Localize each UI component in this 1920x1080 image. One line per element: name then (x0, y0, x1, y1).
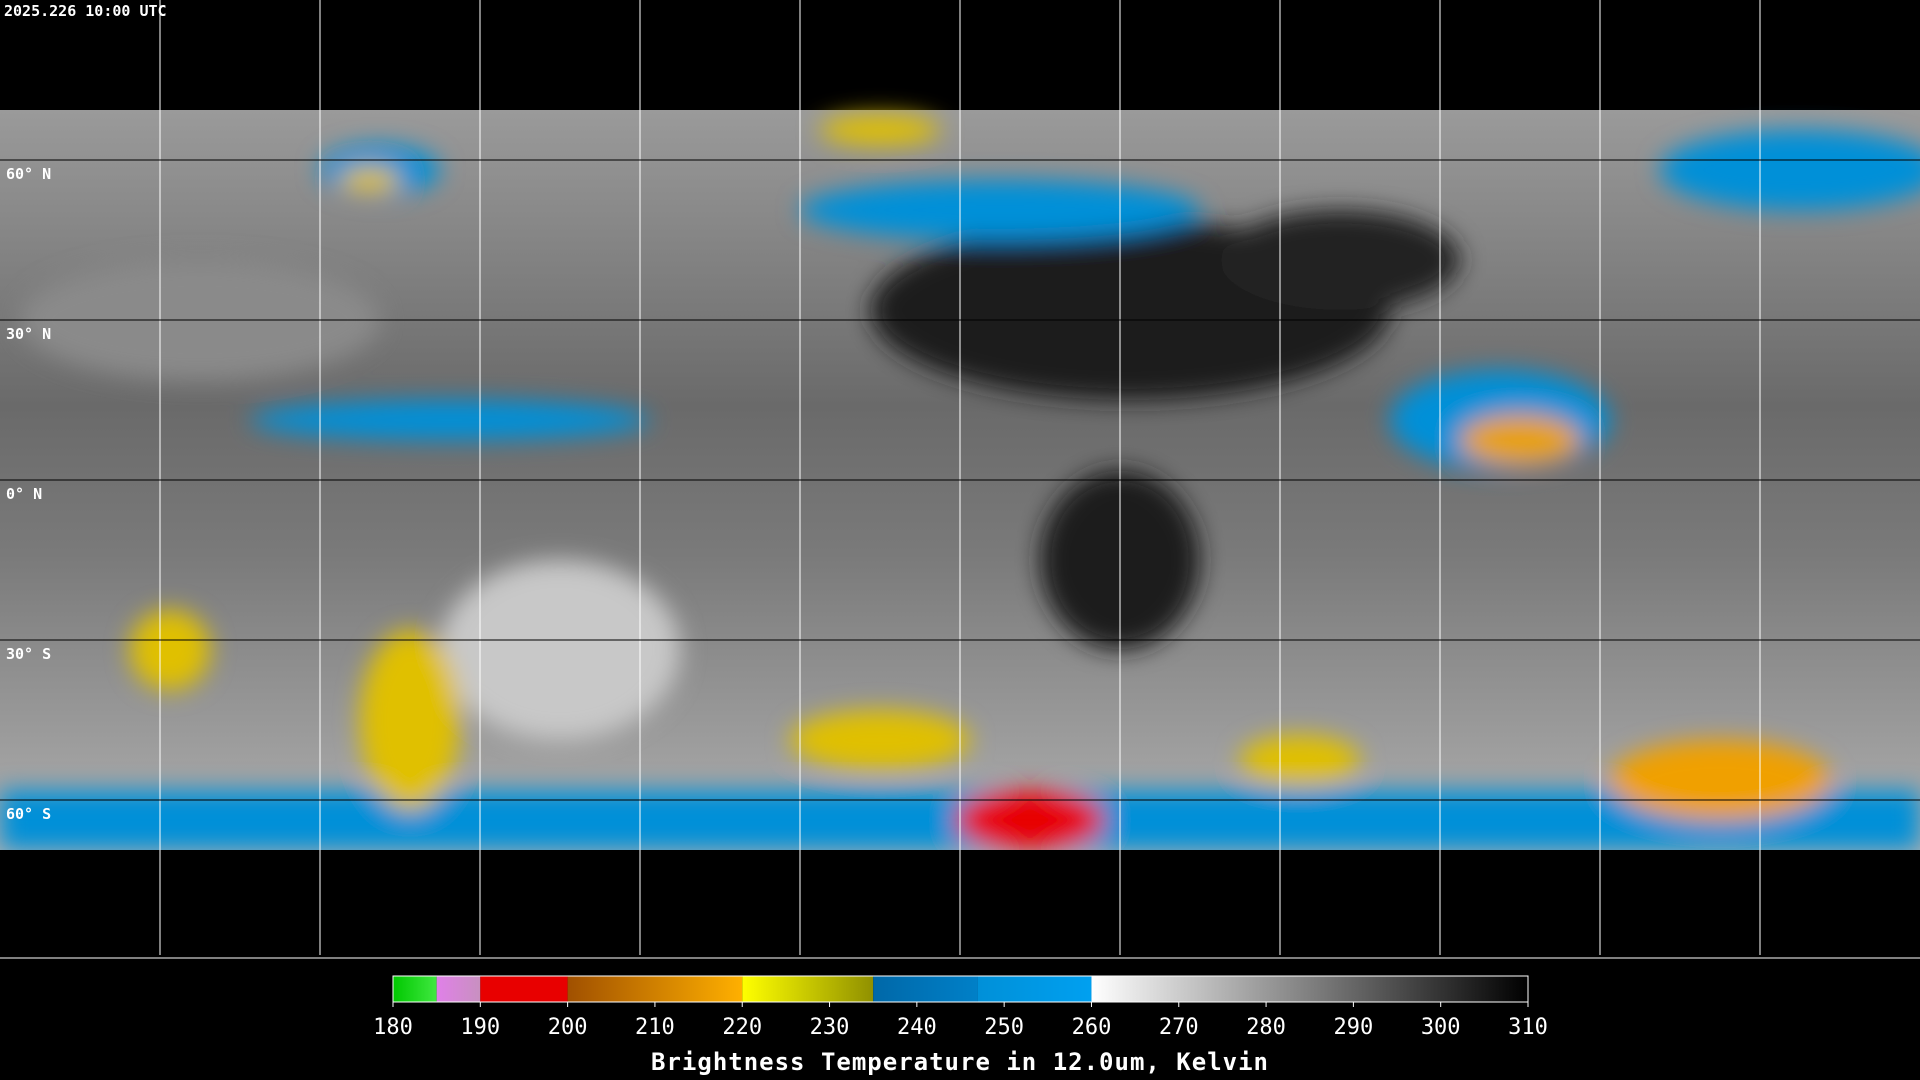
colorbar-tick-label: 180 (373, 1015, 413, 1040)
colorbar-segment (742, 976, 874, 1002)
colorbar-tick-label: 190 (460, 1015, 500, 1040)
latitude-label: 0° N (6, 485, 42, 503)
colorbar-tick-label: 280 (1246, 1015, 1286, 1040)
colorbar: 180 190 200 210 220 230 240 250 260 270 280 290 300 3… (373, 975, 1548, 1040)
colorbar-tick-label: 260 (1072, 1015, 1112, 1040)
colorbar-tick-label: 200 (548, 1015, 588, 1040)
timestamp: 2025.226 10:00 UTC (4, 2, 167, 20)
graticule (0, 0, 1920, 959)
colorbar-segment (480, 976, 568, 1002)
colorbar-tick-label: 300 (1421, 1015, 1461, 1040)
colorbar-segment (977, 976, 1092, 1002)
latitude-label: 30° S (6, 645, 51, 663)
colorbar-tick-label: 230 (810, 1015, 850, 1040)
colorbar-tick-label: 210 (635, 1015, 675, 1040)
colorbar-tick-label: 250 (984, 1015, 1024, 1040)
colorbar-tick-label: 220 (722, 1015, 762, 1040)
latitude-label: 30° N (6, 325, 51, 343)
colorbar-title: Brightness Temperature in 12.0um, Kelvin (651, 1048, 1269, 1076)
colorbar-tick-label: 270 (1159, 1015, 1199, 1040)
colorbar-frame (392, 975, 1529, 1003)
colorbar-segment (393, 976, 437, 1002)
latitude-label: 60° S (6, 805, 51, 823)
colorbar-tick-label: 290 (1334, 1015, 1374, 1040)
colorbar-segment (436, 976, 481, 1002)
colorbar-tick-label: 240 (897, 1015, 937, 1040)
colorbar-segment (567, 976, 743, 1002)
colorbar-tick-label: 310 (1508, 1015, 1548, 1040)
latitude-label: 60° N (6, 165, 51, 183)
colorbar-segment (1091, 976, 1528, 1002)
colorbar-segment (873, 976, 978, 1002)
